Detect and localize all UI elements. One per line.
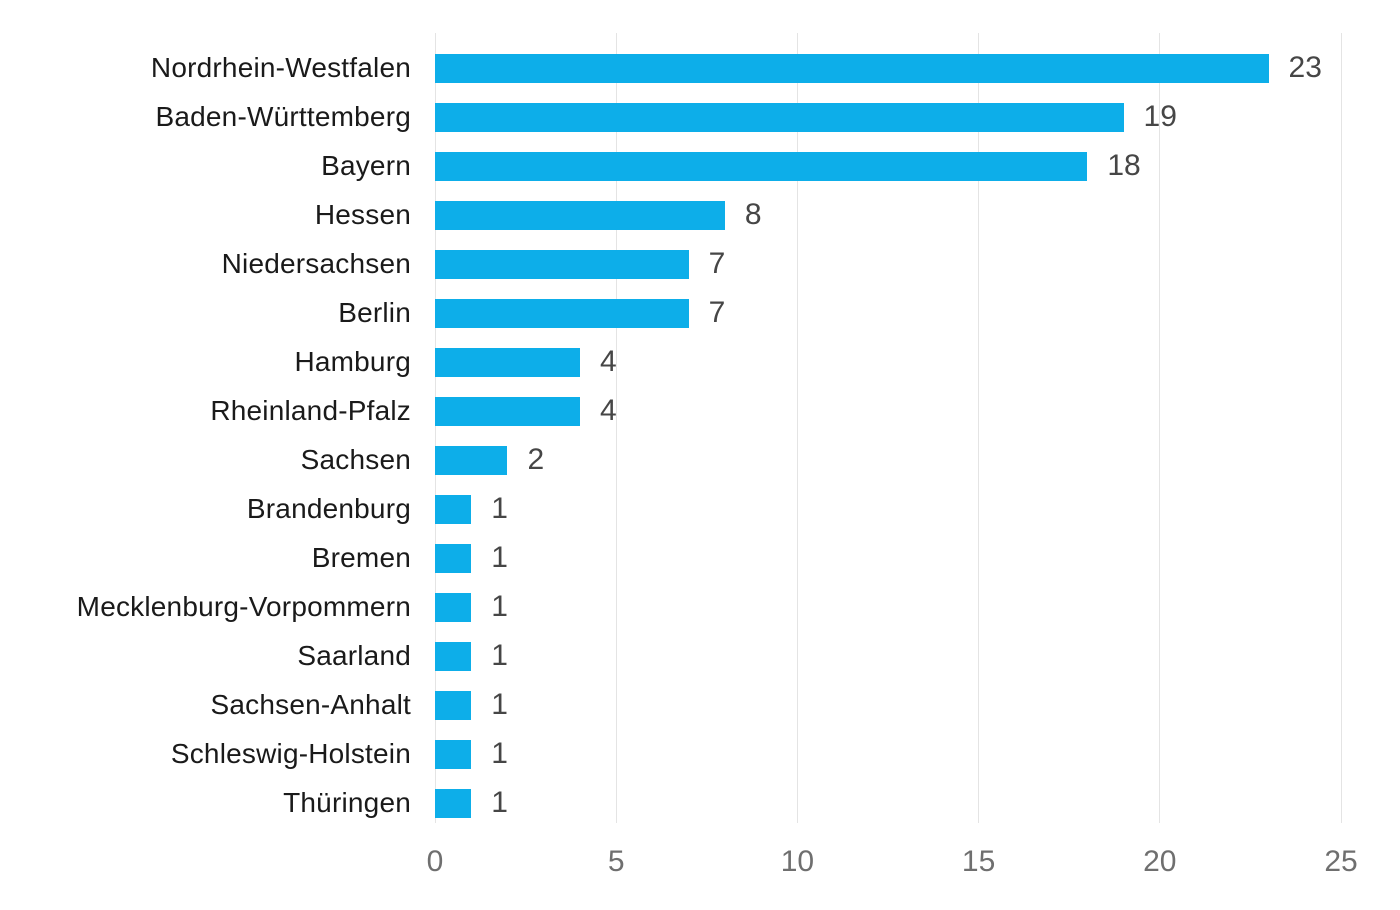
bar <box>435 347 580 377</box>
x-axis-tick-label: 0 <box>426 845 444 878</box>
category-label: Rheinland-Pfalz <box>210 395 411 426</box>
value-label: 1 <box>491 541 508 574</box>
x-axis-tick-label: 5 <box>607 845 625 878</box>
gridline <box>1340 33 1342 823</box>
value-label: 7 <box>708 247 726 280</box>
value-label: 1 <box>491 492 508 525</box>
bar <box>435 151 1088 181</box>
bar <box>435 298 689 328</box>
x-axis-tick-label: 25 <box>1324 845 1358 878</box>
category-label: Hamburg <box>294 346 411 377</box>
x-axis-tick-label: 20 <box>1143 845 1177 878</box>
value-label: 18 <box>1107 149 1141 182</box>
value-label: 8 <box>744 198 762 231</box>
category-label: Bremen <box>311 542 411 573</box>
category-label: Niedersachsen <box>221 248 411 279</box>
value-label: 1 <box>491 639 508 672</box>
value-label: 19 <box>1143 100 1177 133</box>
bar <box>435 249 689 279</box>
value-label: 4 <box>599 394 617 427</box>
category-label: Bayern <box>321 150 411 181</box>
bar <box>435 200 725 230</box>
bar <box>435 788 472 818</box>
category-label: Schleswig-Holstein <box>170 738 411 769</box>
bar <box>435 102 1124 132</box>
category-label: Berlin <box>338 297 411 328</box>
bar <box>435 494 472 524</box>
value-label: 7 <box>708 296 726 329</box>
category-label: Sachsen <box>300 444 411 475</box>
category-label: Sachsen-Anhalt <box>210 689 411 720</box>
category-label: Mecklenburg-Vorpommern <box>76 591 411 622</box>
category-label: Hessen <box>314 199 411 230</box>
value-label: 1 <box>491 786 508 819</box>
value-label: 4 <box>599 345 617 378</box>
bar <box>435 543 472 573</box>
bar <box>435 739 472 769</box>
category-label: Saarland <box>297 640 411 671</box>
value-label: 23 <box>1288 51 1322 84</box>
bar <box>435 396 580 426</box>
gridline <box>1159 33 1161 823</box>
bar <box>435 641 472 671</box>
category-label: Brandenburg <box>246 493 411 524</box>
bar <box>435 690 472 720</box>
x-axis-tick-label: 15 <box>961 845 996 878</box>
bar <box>435 445 508 475</box>
category-label: Thüringen <box>283 787 411 818</box>
value-label: 1 <box>491 590 508 623</box>
value-label: 2 <box>527 443 545 476</box>
category-label: Nordrhein-Westfalen <box>150 52 411 83</box>
value-label: 1 <box>491 737 508 770</box>
value-label: 1 <box>491 688 508 721</box>
x-axis-tick-label: 10 <box>780 845 815 878</box>
bar <box>435 592 472 622</box>
bar <box>435 53 1269 83</box>
category-label: Baden-Württemberg <box>155 101 411 132</box>
